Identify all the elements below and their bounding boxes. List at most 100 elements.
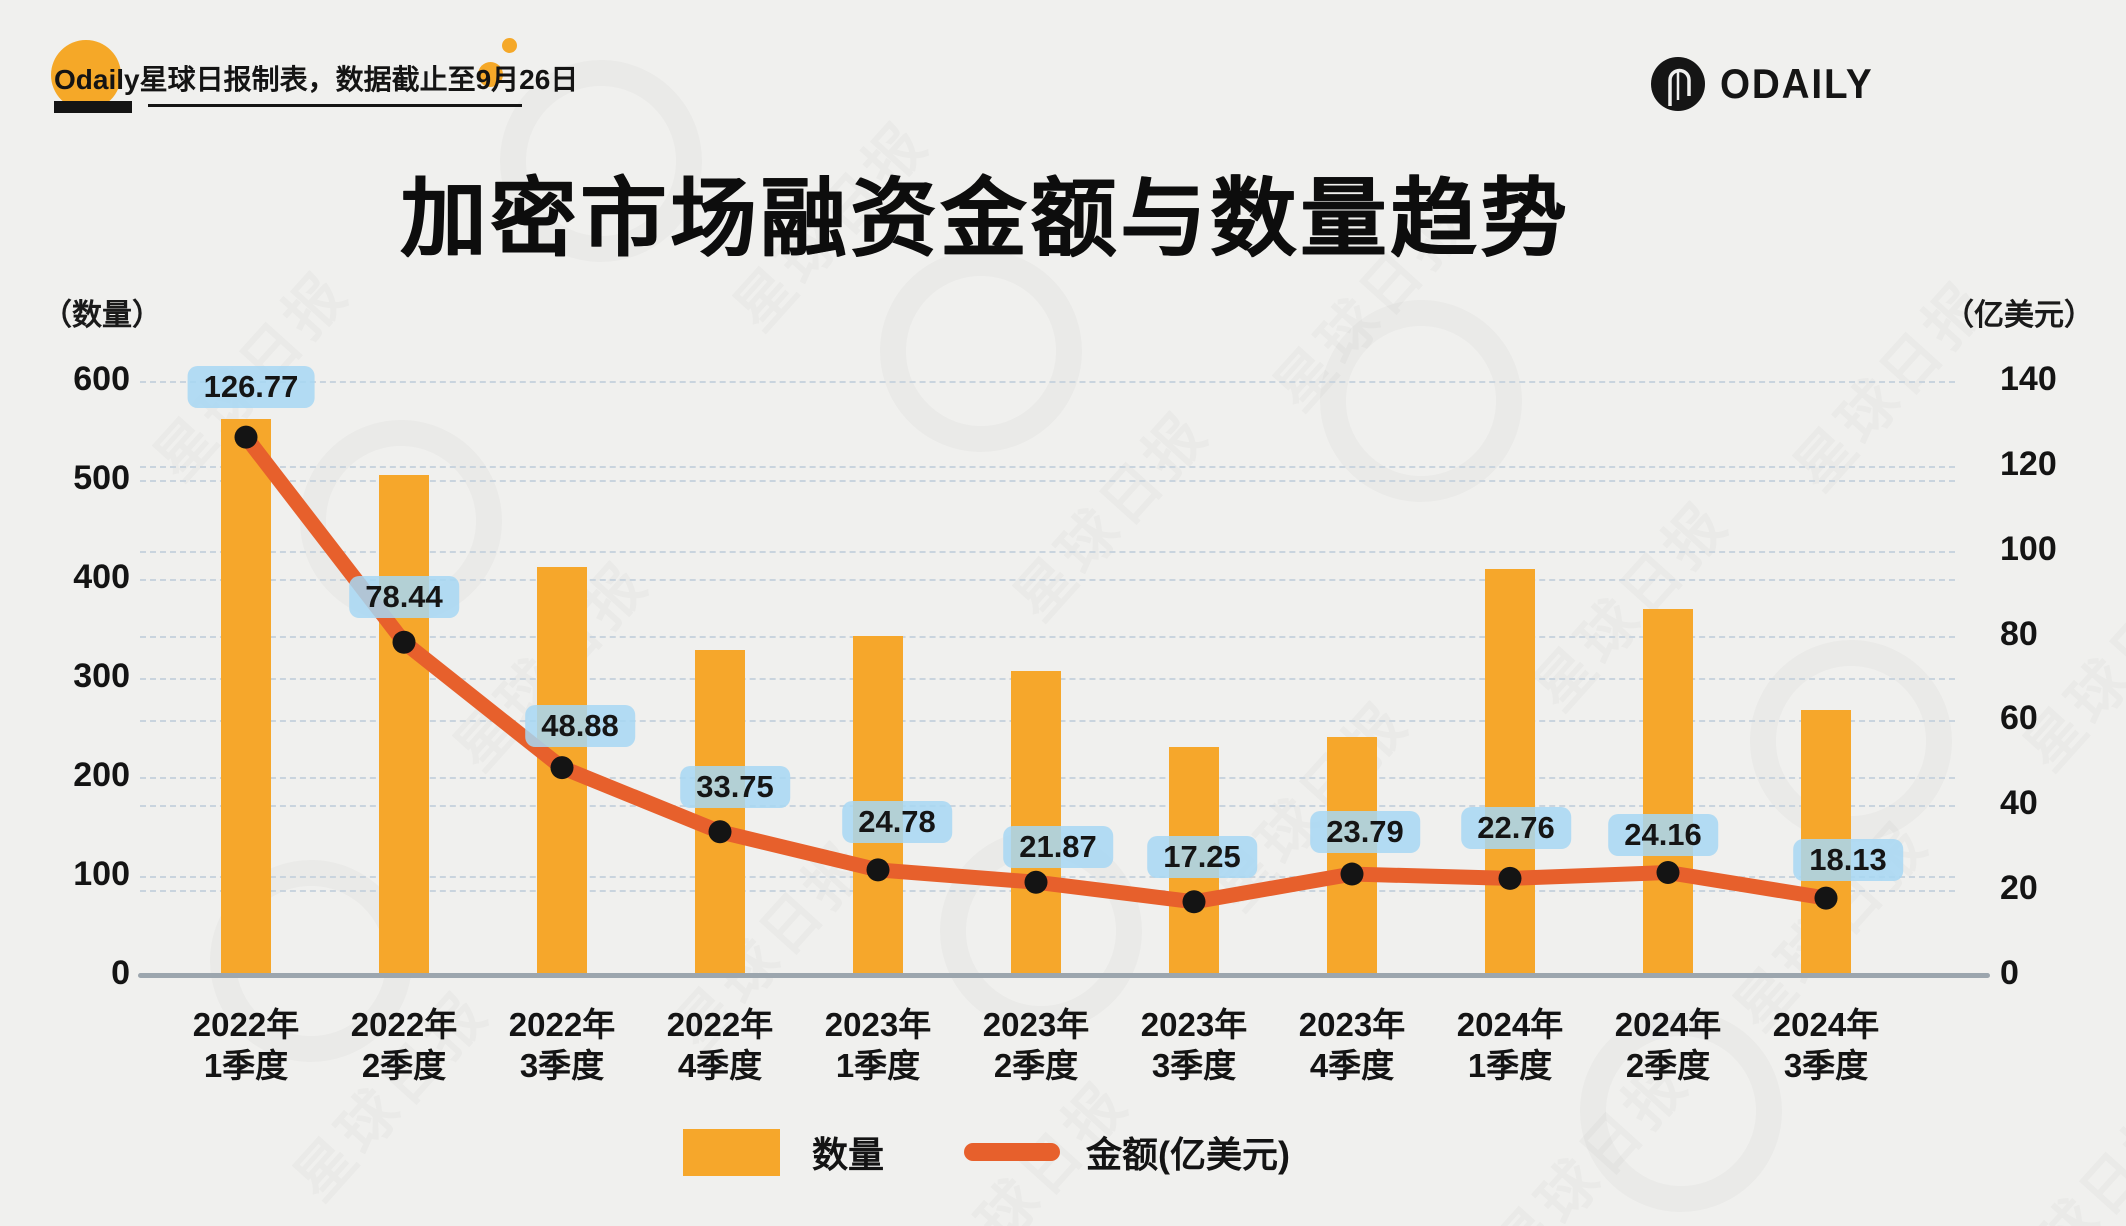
left-axis-unit: （数量） <box>42 299 162 332</box>
left-axis-tick-200: 200 <box>73 756 130 794</box>
right-axis-tick-40: 40 <box>2000 784 2038 823</box>
x-label-year: 2022年 <box>350 1006 458 1043</box>
right-axis-tick-140: 140 <box>2000 360 2057 398</box>
amount-value-label: 78.44 <box>349 576 459 619</box>
x-axis-label: 2024年 3季度 <box>1716 1004 1936 1086</box>
bar-2024年1季度 <box>1485 569 1535 974</box>
x-label-quarter: 1季度 <box>835 1047 921 1084</box>
amount-value-label: 126.77 <box>187 366 315 409</box>
x-label-year: 2022年 <box>666 1006 774 1043</box>
gridline <box>140 466 1955 468</box>
bar-2022年2季度 <box>379 475 429 974</box>
x-axis-label: 2022年 2季度 <box>294 1004 514 1086</box>
x-label-year: 2023年 <box>824 1006 932 1043</box>
x-axis-label: 2023年 1季度 <box>768 1004 988 1086</box>
x-axis-label: 2023年 2季度 <box>926 1004 1146 1086</box>
bar-2023年2季度 <box>1011 671 1061 974</box>
gridline <box>140 636 1955 638</box>
gridline <box>140 551 1955 553</box>
x-label-year: 2024年 <box>1614 1006 1722 1043</box>
legend-bar-label: 数量 <box>812 1134 885 1175</box>
right-axis-unit: （亿美元） <box>1944 299 2094 332</box>
right-axis-tick-100: 100 <box>2000 529 2057 568</box>
amount-value-label: 33.75 <box>680 765 790 808</box>
amount-value-label: 23.79 <box>1310 811 1420 854</box>
x-label-year: 2023年 <box>1298 1006 1406 1043</box>
amount-value-label: 48.88 <box>525 704 635 747</box>
odaily-logo: ODAILY <box>1650 56 1887 112</box>
left-axis-tick-0: 0 <box>111 954 130 992</box>
line-point-2 <box>392 630 416 654</box>
x-axis-label: 2022年 4季度 <box>610 1004 830 1086</box>
x-axis-label: 2022年 3季度 <box>452 1004 672 1086</box>
x-label-quarter: 4季度 <box>677 1047 763 1084</box>
line-point-3 <box>550 756 574 780</box>
x-axis-label: 2023年 4季度 <box>1242 1004 1462 1086</box>
x-label-quarter: 1季度 <box>1467 1047 1553 1084</box>
line-point-1 <box>234 425 258 449</box>
bar-2022年4季度 <box>695 650 745 974</box>
line-point-6 <box>1024 870 1048 894</box>
amount-value-label: 24.16 <box>1608 814 1718 857</box>
line-point-5 <box>866 858 890 882</box>
left-axis-tick-600: 600 <box>73 360 130 398</box>
gridline <box>140 480 1955 482</box>
header-underline-thin <box>148 104 522 107</box>
x-axis-label: 2022年 1季度 <box>136 1004 356 1086</box>
x-label-quarter: 3季度 <box>1783 1047 1869 1084</box>
header-accent-circle-medium <box>478 62 503 87</box>
legend: 数量 金额(亿美元) <box>683 1126 1290 1178</box>
amount-value-label: 24.78 <box>842 800 952 843</box>
x-label-year: 2022年 <box>508 1006 616 1043</box>
odaily-logo-icon <box>1651 57 1705 111</box>
left-axis-tick-300: 300 <box>73 657 130 695</box>
header-accent-circle-large <box>51 40 121 110</box>
x-label-year: 2023年 <box>1140 1006 1248 1043</box>
x-label-quarter: 3季度 <box>519 1047 605 1084</box>
gridline <box>140 579 1955 581</box>
amount-value-label: 18.13 <box>1793 839 1903 882</box>
bar-2022年1季度 <box>221 418 271 974</box>
odaily-logo-text: ODAILY <box>1720 60 1874 107</box>
x-axis-label: 2024年 2季度 <box>1558 1004 1778 1086</box>
line-point-4 <box>708 820 732 844</box>
left-axis-tick-400: 400 <box>73 558 130 596</box>
left-axis-tick-500: 500 <box>73 459 130 497</box>
left-axis-tick-100: 100 <box>73 855 130 893</box>
header-underline-thick <box>54 101 132 113</box>
line-point-11 <box>1814 886 1838 910</box>
x-axis-line <box>138 973 1990 978</box>
line-point-9 <box>1498 866 1522 890</box>
x-label-year: 2024年 <box>1772 1006 1880 1043</box>
x-label-quarter: 2季度 <box>1625 1047 1711 1084</box>
x-label-quarter: 2季度 <box>993 1047 1079 1084</box>
legend-line-swatch <box>964 1143 1061 1161</box>
legend-line-label: 金额(亿美元) <box>1086 1134 1290 1175</box>
line-point-7 <box>1182 890 1206 914</box>
x-label-year: 2024年 <box>1456 1006 1564 1043</box>
x-axis-label: 2023年 3季度 <box>1084 1004 1304 1086</box>
source-note: Odaily星球日报制表，数据截止至9月26日 <box>54 64 579 95</box>
amount-value-label: 21.87 <box>1003 826 1113 869</box>
x-label-quarter: 2季度 <box>361 1047 447 1084</box>
legend-bar-swatch <box>683 1128 780 1176</box>
bar-2024年2季度 <box>1643 608 1693 974</box>
chart-title: 加密市场融资金额与数量趋势 <box>400 171 1570 267</box>
right-axis-tick-60: 60 <box>2000 699 2038 738</box>
gridline <box>140 381 1955 383</box>
header-accent-dot-small <box>502 38 517 53</box>
amount-value-label: 17.25 <box>1147 835 1257 878</box>
bar-2023年4季度 <box>1327 737 1377 974</box>
right-axis-tick-20: 20 <box>2000 869 2038 908</box>
line-point-10 <box>1656 860 1680 884</box>
right-axis-tick-0: 0 <box>2000 954 2019 992</box>
x-label-year: 2023年 <box>982 1006 1090 1043</box>
x-axis-label: 2024年 1季度 <box>1400 1004 1620 1086</box>
x-label-quarter: 1季度 <box>203 1047 289 1084</box>
right-axis-tick-120: 120 <box>2000 444 2057 483</box>
line-point-8 <box>1340 862 1364 886</box>
amount-value-label: 22.76 <box>1461 807 1571 850</box>
right-axis-tick-80: 80 <box>2000 614 2038 653</box>
